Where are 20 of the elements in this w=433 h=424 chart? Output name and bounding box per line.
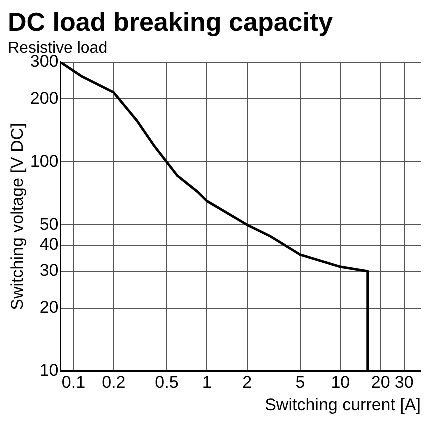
x-tick-label: 0.1	[62, 373, 86, 392]
x-tick-label: 20	[371, 373, 390, 392]
y-tick-label: 30	[40, 261, 59, 280]
x-tick-label: 0.2	[102, 373, 126, 392]
y-tick-label: 300	[30, 52, 59, 72]
x-tick-label: 5	[296, 373, 306, 392]
y-tick-label: 50	[40, 214, 59, 234]
chart-title: DC load breaking capacity	[8, 6, 334, 37]
x-axis-title: Switching current [A]	[265, 395, 421, 414]
y-tick-label: 20	[40, 298, 59, 317]
x-tick-label: 1	[202, 373, 212, 392]
x-tick-label: 30	[394, 373, 414, 392]
x-tick-label: 0.5	[155, 373, 179, 392]
y-tick-label: 200	[30, 88, 59, 108]
y-axis-title: Switching voltage [V DC]	[8, 123, 27, 310]
x-tick-label: 2	[242, 373, 252, 392]
y-tick-label: 40	[40, 235, 59, 254]
y-tick-label: 100	[30, 152, 59, 171]
y-tick-label: 10	[40, 360, 59, 380]
x-tick-label: 10	[331, 373, 350, 392]
